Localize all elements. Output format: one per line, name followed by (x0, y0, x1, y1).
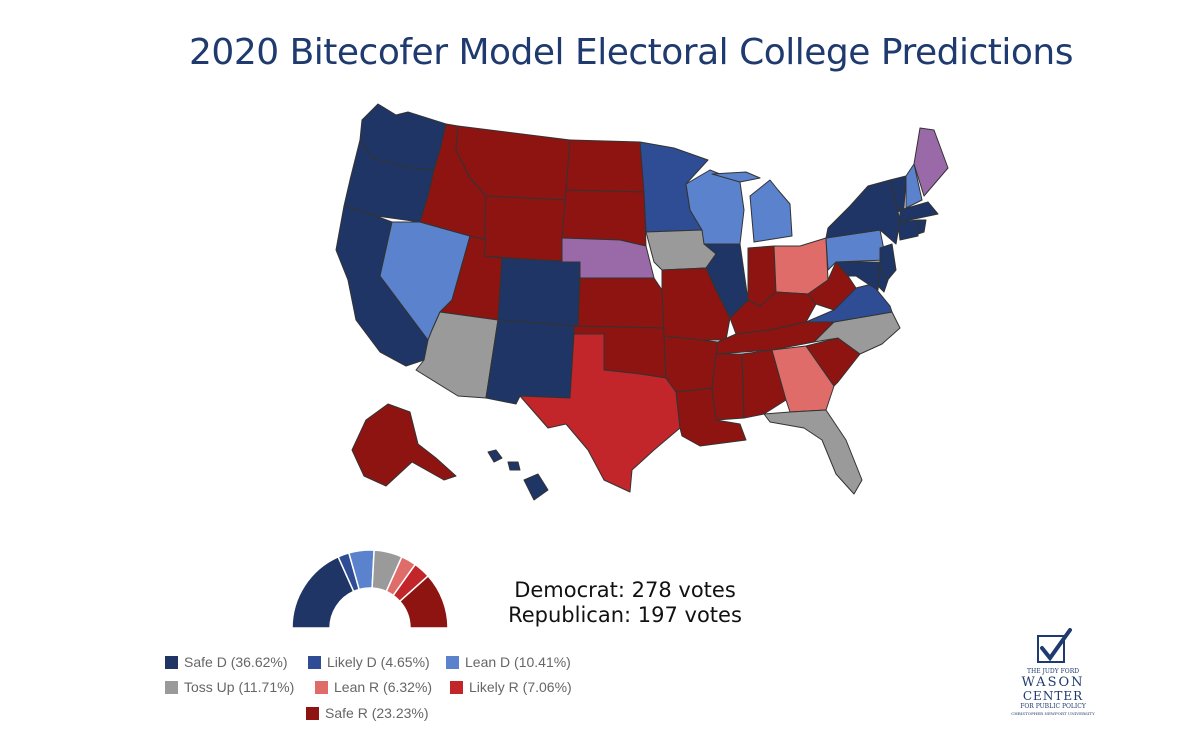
republican-total: Republican: 197 votes (508, 603, 742, 627)
donut-segment-safe-r[interactable] (398, 574, 449, 629)
legend-safe-d[interactable]: Safe D (36.62%) (165, 654, 288, 670)
state-al[interactable] (741, 349, 787, 419)
legend-safe-r[interactable]: Safe R (23.23%) (306, 705, 429, 721)
legend-toss-up-label: Toss Up (11.71%) (184, 679, 295, 695)
lean-r-swatch (315, 680, 328, 694)
logo-line5: CHRISTOPHER NEWPORT UNIVERSITY (1011, 711, 1095, 716)
logo-line3: CENTER (1022, 689, 1084, 703)
legend-likely-d[interactable]: Likely D (4.65%) (308, 654, 430, 670)
state-vt[interactable] (889, 175, 907, 213)
wason-center-logo: THE JUDY FORD WASON CENTER FOR PUBLIC PO… (1008, 628, 1098, 718)
legend-lean-r[interactable]: Lean R (6.32%) (315, 679, 432, 695)
vote-totals: Democrat: 278 votes Republican: 197 vote… (470, 578, 780, 628)
state-ct[interactable] (897, 219, 919, 241)
democrat-total: Democrat: 278 votes (514, 578, 736, 602)
logo-line4: FOR PUBLIC POLICY (1020, 703, 1086, 710)
legend-lean-d[interactable]: Lean D (10.41%) (446, 654, 571, 670)
toss-up-swatch (165, 680, 178, 694)
checkmark-icon (1037, 628, 1072, 663)
state-ak[interactable] (351, 403, 457, 487)
lean-d-swatch (446, 655, 459, 669)
state-wv[interactable] (807, 261, 857, 311)
legend-toss-up[interactable]: Toss Up (11.71%) (165, 679, 294, 695)
state-mi[interactable] (711, 171, 793, 243)
state-nh[interactable] (905, 163, 923, 209)
state-ma[interactable] (899, 201, 939, 223)
state-ca[interactable] (335, 205, 429, 367)
legend-likely-d-label: Likely D (4.65%) (327, 654, 430, 670)
legend-safe-d-label: Safe D (36.62%) (184, 654, 288, 670)
page-title: 2020 Bitecofer Model Electoral College P… (189, 32, 1073, 73)
logo-line2: WASON (1021, 675, 1085, 690)
safe-d-swatch (165, 655, 178, 669)
logo-line1: THE JUDY FORD (1026, 668, 1080, 675)
state-ri[interactable] (917, 219, 927, 235)
state-hi[interactable] (487, 449, 549, 501)
legend-likely-r-label: Likely R (7.06%) (469, 679, 572, 695)
likely-r-swatch (450, 680, 463, 694)
safe-r-swatch (306, 706, 319, 720)
state-me[interactable] (913, 127, 949, 197)
legend-lean-d-label: Lean D (10.41%) (465, 654, 571, 670)
legend-likely-r[interactable]: Likely R (7.06%) (450, 679, 572, 695)
legend-safe-r-label: Safe R (23.23%) (325, 705, 429, 721)
state-md[interactable] (835, 261, 881, 291)
state-fl[interactable] (763, 409, 863, 495)
state-ms[interactable] (711, 353, 745, 421)
state-tx[interactable] (519, 333, 681, 493)
legend-lean-r-label: Lean R (6.32%) (334, 679, 433, 695)
us-electoral-map (335, 103, 949, 501)
likely-d-swatch (308, 655, 321, 669)
